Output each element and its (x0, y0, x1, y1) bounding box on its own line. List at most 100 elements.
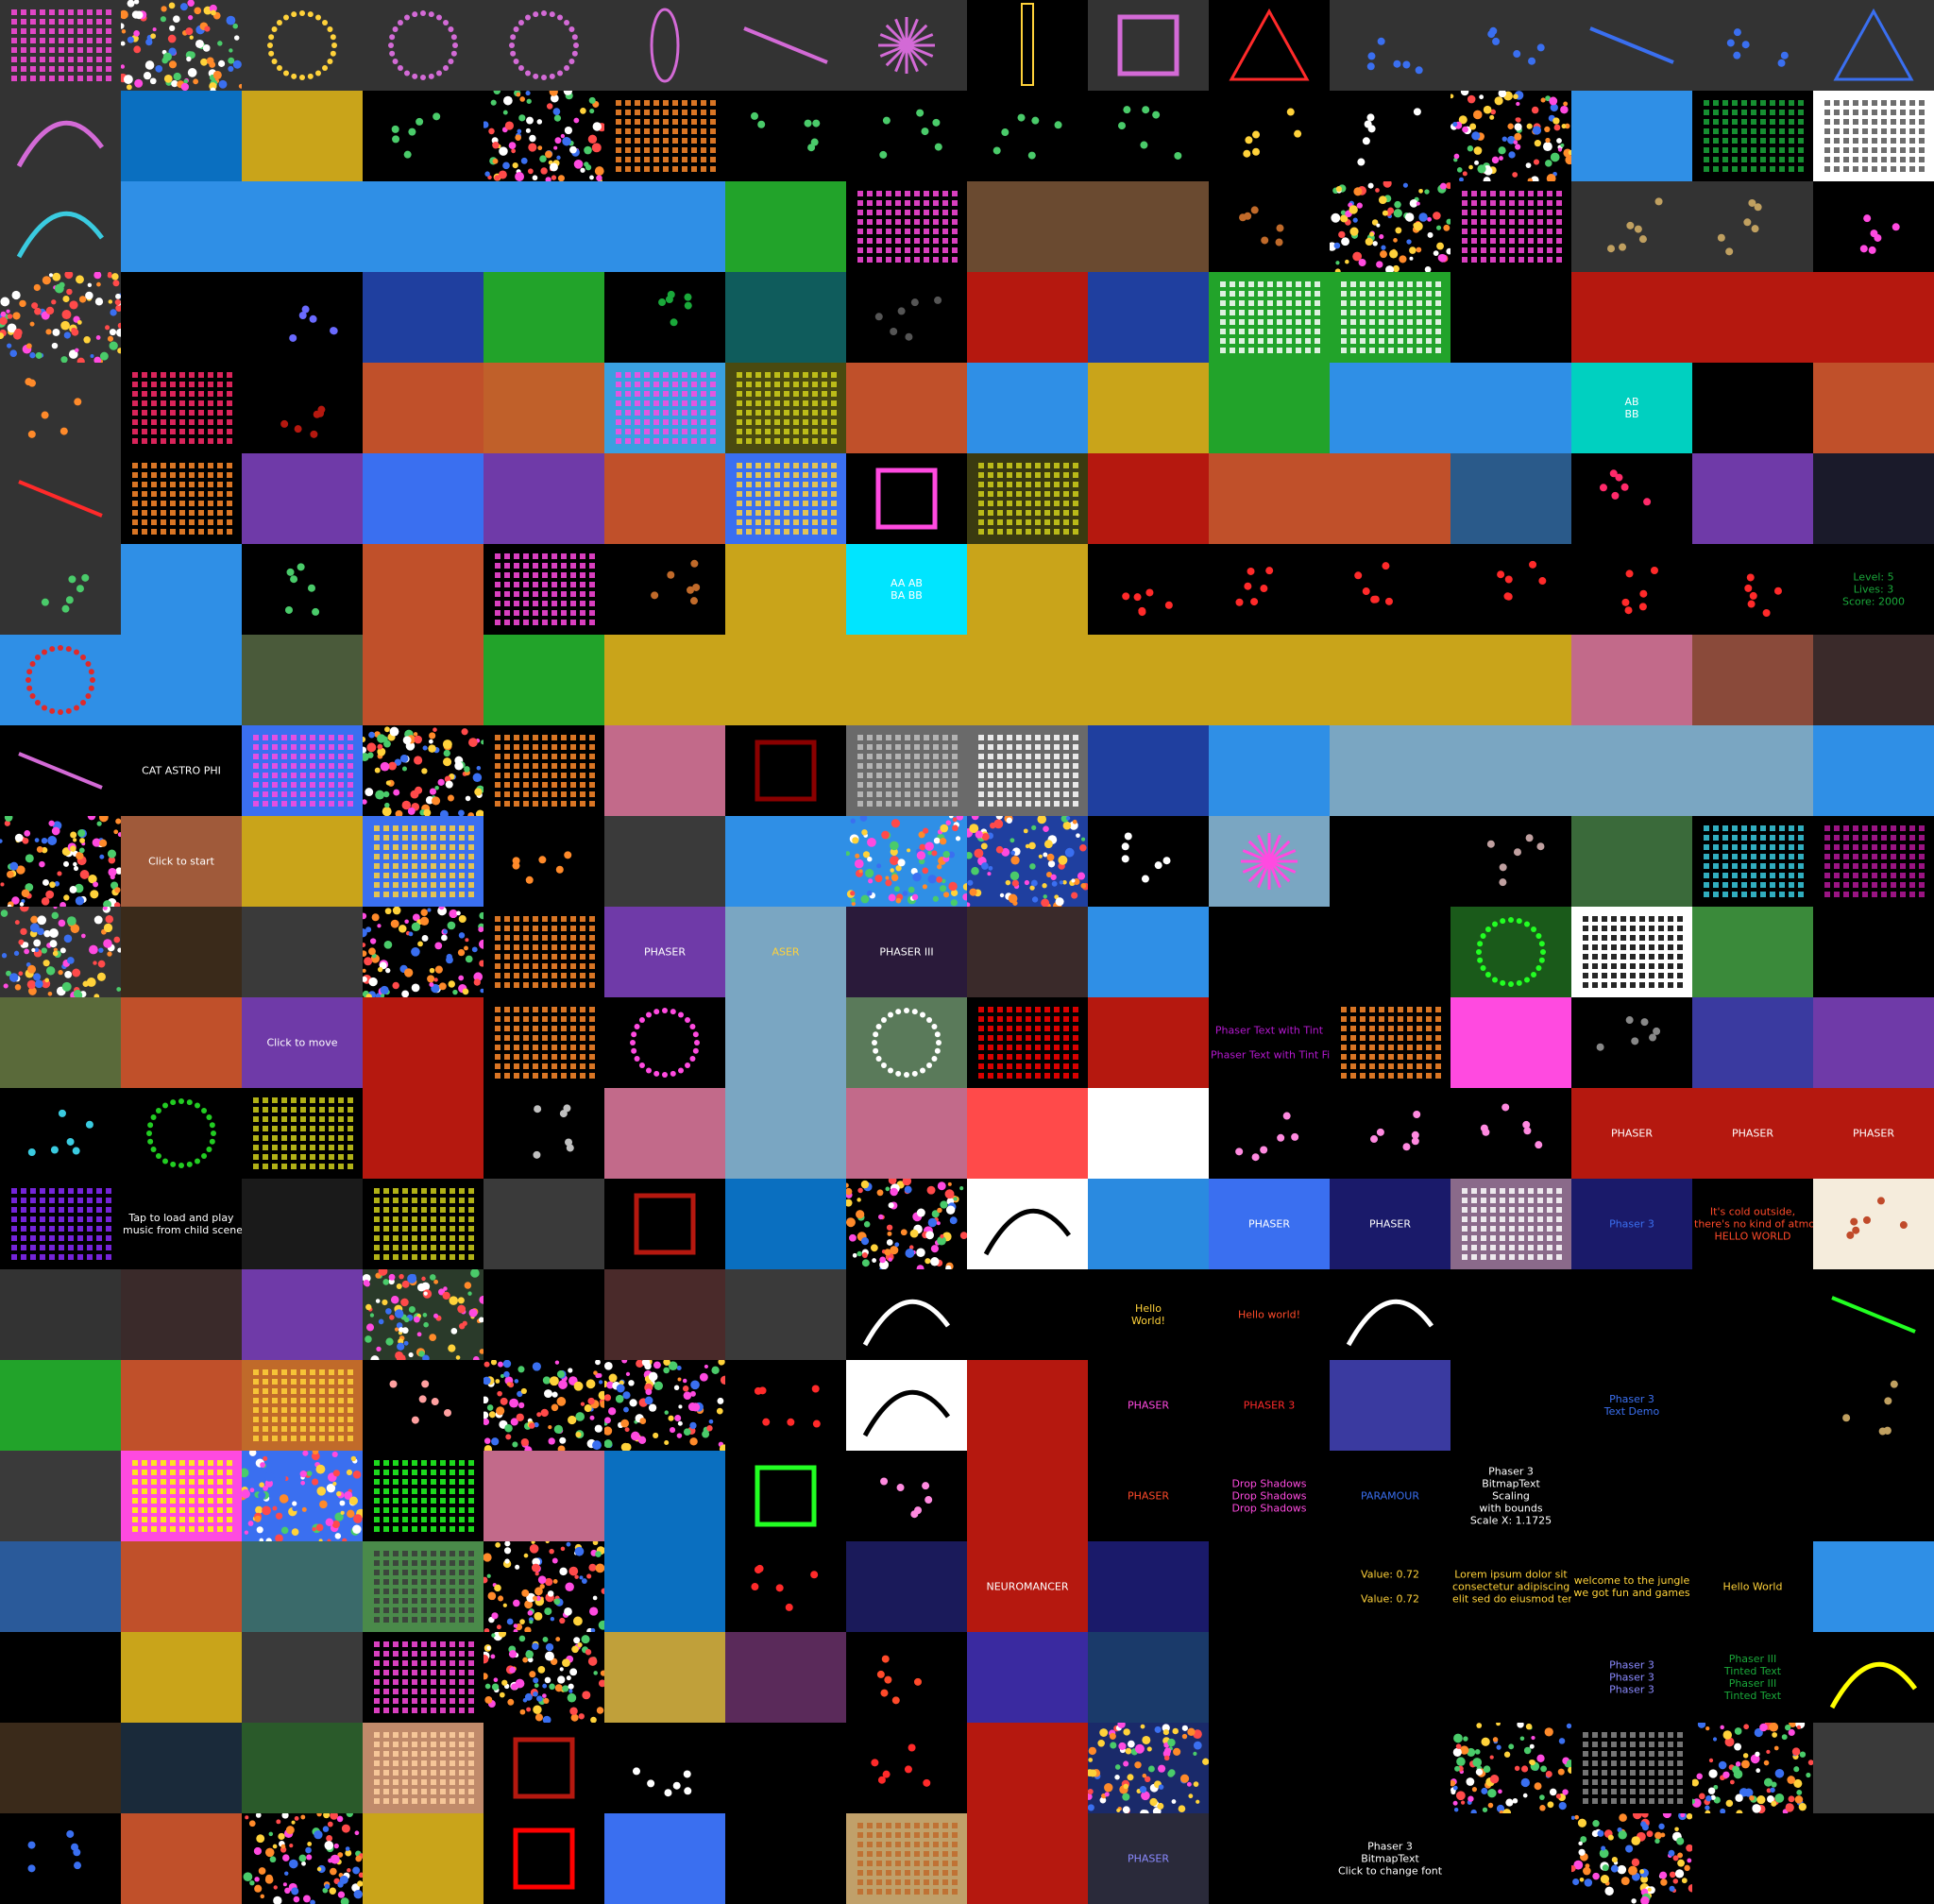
example-thumbnail[interactable] (1088, 0, 1209, 91)
example-thumbnail[interactable] (1209, 1541, 1330, 1632)
example-thumbnail[interactable] (242, 1088, 363, 1179)
example-thumbnail[interactable] (604, 1269, 725, 1360)
example-thumbnail[interactable]: welcome to the jungle we got fun and gam… (1571, 1541, 1692, 1632)
example-thumbnail[interactable] (1813, 1269, 1934, 1360)
example-thumbnail[interactable] (484, 1541, 604, 1632)
example-thumbnail[interactable] (725, 181, 846, 272)
example-thumbnail[interactable] (242, 1723, 363, 1813)
example-thumbnail[interactable] (1571, 91, 1692, 181)
example-thumbnail[interactable]: PHASER (1088, 1451, 1209, 1541)
example-thumbnail[interactable] (121, 91, 242, 181)
example-thumbnail[interactable] (1692, 1723, 1813, 1813)
example-thumbnail[interactable] (846, 181, 967, 272)
example-thumbnail[interactable] (0, 1451, 121, 1541)
example-thumbnail[interactable] (1088, 907, 1209, 997)
example-thumbnail[interactable] (484, 635, 604, 725)
example-thumbnail[interactable] (0, 1813, 121, 1904)
example-thumbnail[interactable] (967, 1813, 1088, 1904)
example-thumbnail[interactable] (725, 1179, 846, 1269)
example-thumbnail[interactable] (1209, 1632, 1330, 1723)
example-thumbnail[interactable] (604, 363, 725, 453)
example-thumbnail[interactable] (1813, 1451, 1934, 1541)
example-thumbnail[interactable] (725, 272, 846, 363)
example-thumbnail[interactable]: Phaser Text with Tint Phaser Text with T… (1209, 997, 1330, 1088)
example-thumbnail[interactable] (1692, 635, 1813, 725)
example-thumbnail[interactable] (484, 363, 604, 453)
example-thumbnail[interactable] (1450, 272, 1571, 363)
example-thumbnail[interactable] (1209, 91, 1330, 181)
example-thumbnail[interactable] (0, 816, 121, 907)
example-thumbnail[interactable] (0, 997, 121, 1088)
example-thumbnail[interactable] (967, 1451, 1088, 1541)
example-thumbnail[interactable] (1450, 725, 1571, 816)
example-thumbnail[interactable] (846, 997, 967, 1088)
example-thumbnail[interactable] (121, 544, 242, 635)
example-thumbnail[interactable] (484, 816, 604, 907)
example-thumbnail[interactable] (484, 1360, 604, 1451)
example-thumbnail[interactable] (1450, 1269, 1571, 1360)
example-thumbnail[interactable] (242, 0, 363, 91)
example-thumbnail[interactable] (1813, 816, 1934, 907)
example-thumbnail[interactable] (1692, 0, 1813, 91)
example-thumbnail[interactable] (363, 635, 484, 725)
example-thumbnail[interactable] (604, 1813, 725, 1904)
example-thumbnail[interactable] (725, 1451, 846, 1541)
example-thumbnail[interactable] (242, 725, 363, 816)
example-thumbnail[interactable] (725, 1088, 846, 1179)
example-thumbnail[interactable] (242, 544, 363, 635)
example-thumbnail[interactable] (604, 635, 725, 725)
example-thumbnail[interactable] (242, 1541, 363, 1632)
example-thumbnail[interactable]: Value: 0.72 Value: 0.72 (1330, 1541, 1450, 1632)
example-thumbnail[interactable] (1088, 272, 1209, 363)
example-thumbnail[interactable] (725, 363, 846, 453)
example-thumbnail[interactable]: PHASER (1692, 1088, 1813, 1179)
example-thumbnail[interactable] (1330, 1360, 1450, 1451)
example-thumbnail[interactable] (1088, 1541, 1209, 1632)
example-thumbnail[interactable] (484, 907, 604, 997)
example-thumbnail[interactable] (725, 1813, 846, 1904)
example-thumbnail[interactable] (1571, 816, 1692, 907)
example-thumbnail[interactable]: PHASER (1571, 1088, 1692, 1179)
example-thumbnail[interactable] (1571, 272, 1692, 363)
example-thumbnail[interactable] (1692, 91, 1813, 181)
example-thumbnail[interactable] (604, 1723, 725, 1813)
example-thumbnail[interactable] (1692, 816, 1813, 907)
example-thumbnail[interactable] (121, 997, 242, 1088)
example-thumbnail[interactable] (242, 181, 363, 272)
example-thumbnail[interactable] (484, 0, 604, 91)
example-thumbnail[interactable] (0, 725, 121, 816)
example-thumbnail[interactable] (242, 1360, 363, 1451)
example-thumbnail[interactable] (484, 725, 604, 816)
example-thumbnail[interactable] (363, 816, 484, 907)
example-thumbnail[interactable]: Click to start (121, 816, 242, 907)
example-thumbnail[interactable]: ASER (725, 907, 846, 997)
example-thumbnail[interactable] (1330, 1632, 1450, 1723)
example-thumbnail[interactable] (363, 997, 484, 1088)
example-thumbnail[interactable] (1209, 363, 1330, 453)
example-thumbnail[interactable] (967, 635, 1088, 725)
example-thumbnail[interactable] (604, 181, 725, 272)
example-thumbnail[interactable] (725, 453, 846, 544)
example-thumbnail[interactable] (967, 91, 1088, 181)
example-thumbnail[interactable] (363, 272, 484, 363)
example-thumbnail[interactable] (967, 272, 1088, 363)
example-thumbnail[interactable] (1450, 1813, 1571, 1904)
example-thumbnail[interactable] (0, 91, 121, 181)
example-thumbnail[interactable]: PHASER (1209, 1179, 1330, 1269)
example-thumbnail[interactable] (121, 363, 242, 453)
example-thumbnail[interactable] (967, 544, 1088, 635)
example-thumbnail[interactable] (604, 997, 725, 1088)
example-thumbnail[interactable] (1692, 181, 1813, 272)
example-thumbnail[interactable]: PHASER (1088, 1360, 1209, 1451)
example-thumbnail[interactable] (0, 1723, 121, 1813)
example-thumbnail[interactable] (363, 1360, 484, 1451)
example-thumbnail[interactable] (1813, 181, 1934, 272)
example-thumbnail[interactable] (1571, 725, 1692, 816)
example-thumbnail[interactable] (121, 1723, 242, 1813)
example-thumbnail[interactable] (242, 363, 363, 453)
example-thumbnail[interactable] (121, 1360, 242, 1451)
example-thumbnail[interactable] (121, 1541, 242, 1632)
example-thumbnail[interactable] (1450, 91, 1571, 181)
example-thumbnail[interactable] (967, 725, 1088, 816)
example-thumbnail[interactable] (0, 1088, 121, 1179)
